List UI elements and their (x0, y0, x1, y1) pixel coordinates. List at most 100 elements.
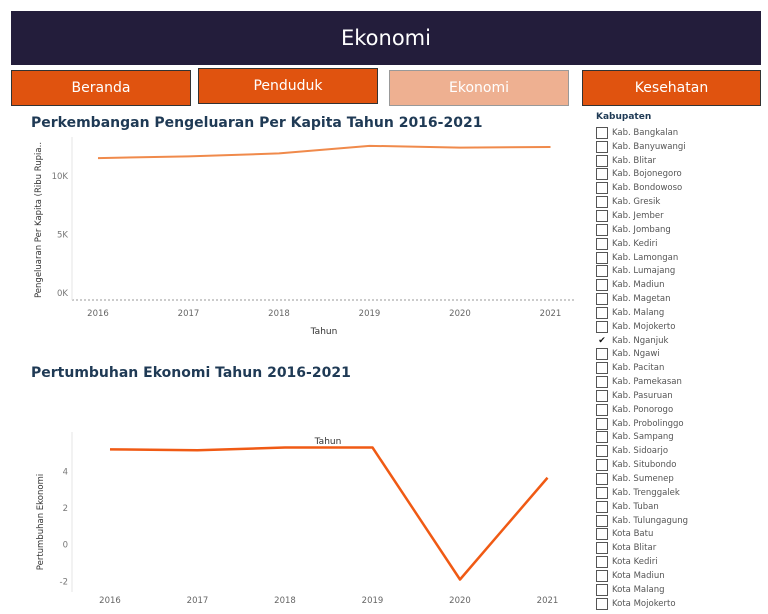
filter-item-label: Kab. Mojokerto (612, 321, 676, 332)
y-tick-label: 2 (63, 504, 68, 514)
filter-item-label: Kab. Ngawi (612, 349, 660, 360)
filter-item[interactable]: Kab. Kediri (596, 237, 766, 251)
filter-checkbox[interactable] (596, 445, 608, 458)
filter-checkbox[interactable] (596, 362, 608, 375)
dashboard-header: Ekonomi (11, 11, 761, 65)
filter-checkbox[interactable] (596, 196, 608, 209)
nav-ekonomi-button[interactable]: Ekonomi (389, 70, 569, 106)
filter-item[interactable]: Kab. Situbondo (596, 458, 766, 472)
filter-checkbox[interactable] (596, 168, 608, 181)
filter-checkbox[interactable] (596, 473, 608, 486)
filter-item[interactable]: Kab. Blitar (596, 154, 766, 168)
filter-checkbox[interactable] (596, 403, 608, 416)
filter-checkbox[interactable] (596, 389, 608, 402)
filter-item[interactable]: Kab. Trenggalek (596, 486, 766, 500)
filter-item[interactable]: Kab. Tuban (596, 500, 766, 514)
filter-item[interactable]: Kab. Banyuwangi (596, 140, 766, 154)
filter-title: Kabupaten (596, 112, 652, 122)
filter-item[interactable]: Kab. Gresik (596, 195, 766, 209)
nav-beranda-button[interactable]: Beranda (11, 70, 191, 106)
filter-item-label: Kab. Lumajang (612, 266, 676, 277)
filter-checkbox[interactable] (596, 583, 608, 596)
filter-checkbox[interactable] (596, 417, 608, 430)
filter-item[interactable]: Kab. Ponorogo (596, 403, 766, 417)
filter-item-label: Kab. Sidoarjo (612, 446, 669, 457)
filter-checkbox[interactable] (596, 486, 608, 499)
filter-checkbox[interactable] (596, 126, 608, 139)
filter-item[interactable]: Kab. Probolinggo (596, 417, 766, 431)
y-tick-label: -2 (60, 577, 68, 587)
filter-item[interactable]: Kab. Jember (596, 209, 766, 223)
filter-checkbox[interactable] (596, 556, 608, 569)
x-axis-title: Tahun (314, 437, 342, 447)
filter-item[interactable]: Kab. Malang (596, 306, 766, 320)
filter-item-label: Kab. Malang (612, 307, 665, 318)
filter-checkbox[interactable] (596, 597, 608, 610)
x-tick-label: 2017 (178, 309, 200, 319)
filter-item[interactable]: Kota Mojokerto (596, 597, 766, 611)
filter-item[interactable]: Kab. Ngawi (596, 348, 766, 362)
filter-item[interactable]: Kab. Sampang (596, 431, 766, 445)
filter-item[interactable]: Kab. Bangkalan (596, 126, 766, 140)
filter-checkbox[interactable] (596, 279, 608, 292)
filter-item[interactable]: Kota Madiun (596, 569, 766, 583)
filter-item[interactable]: Kab. Mojokerto (596, 320, 766, 334)
x-tick-label: 2016 (87, 309, 109, 319)
filter-checkbox[interactable]: ✔ (596, 334, 608, 347)
nav-kesehatan-button[interactable]: Kesehatan (582, 70, 761, 106)
filter-checkbox[interactable] (596, 140, 608, 153)
filter-checkbox[interactable] (596, 500, 608, 513)
filter-item-label: Kab. Jember (612, 210, 664, 221)
filter-item[interactable]: Kab. Pacitan (596, 361, 766, 375)
filter-checkbox[interactable] (596, 251, 608, 264)
filter-item[interactable]: Kota Malang (596, 583, 766, 597)
filter-checkbox[interactable] (596, 542, 608, 555)
filter-item[interactable]: Kab. Lumajang (596, 264, 766, 278)
pengeluaran-chart: 0K 5K 10K 2016 2017 2018 2019 2020 2021 Tahun Peng… (34, 137, 575, 337)
chart2-title: Pertumbuhan Ekonomi Tahun 2016-2021 (31, 365, 351, 381)
filter-item-label: Kab. Pasuruan (612, 390, 673, 401)
filter-checkbox[interactable] (596, 306, 608, 319)
filter-checkbox[interactable] (596, 569, 608, 582)
filter-item[interactable]: ✔ Kab. Nganjuk (596, 334, 766, 348)
filter-item[interactable]: Kota Blitar (596, 541, 766, 555)
filter-item-label: Kab. Tuban (612, 501, 659, 512)
filter-item[interactable]: Kab. Jombang (596, 223, 766, 237)
filter-checkbox[interactable] (596, 431, 608, 444)
y-axis-title: Pengeluaran Per Kapita (Ribu Rupia.. (34, 142, 44, 298)
filter-item[interactable]: Kab. Lamongan (596, 251, 766, 265)
series-line (97, 144, 551, 160)
filter-item[interactable]: Kab. Pasuruan (596, 389, 766, 403)
filter-checkbox[interactable] (596, 514, 608, 527)
filter-checkbox[interactable] (596, 528, 608, 541)
filter-checkbox[interactable] (596, 293, 608, 306)
filter-item[interactable]: Kab. Tulungagung (596, 514, 766, 528)
filter-item[interactable]: Kab. Bojonegoro (596, 168, 766, 182)
filter-checkbox[interactable] (596, 237, 608, 250)
filter-checkbox[interactable] (596, 209, 608, 222)
filter-item[interactable]: Kab. Pamekasan (596, 375, 766, 389)
filter-item[interactable]: Kab. Sidoarjo (596, 444, 766, 458)
filter-item[interactable]: Kab. Madiun (596, 278, 766, 292)
filter-checkbox[interactable] (596, 376, 608, 389)
filter-checkbox[interactable] (596, 182, 608, 195)
filter-item-label: Kab. Sumenep (612, 474, 674, 485)
filter-checkbox[interactable] (596, 223, 608, 236)
x-tick-label: 2021 (537, 596, 559, 606)
filter-item[interactable]: Kab. Sumenep (596, 472, 766, 486)
filter-checkbox[interactable] (596, 459, 608, 472)
nav-penduduk-button[interactable]: Penduduk (198, 68, 378, 104)
filter-item[interactable]: Kota Kediri (596, 555, 766, 569)
x-axis-title: Tahun (310, 327, 338, 337)
x-tick-label: 2018 (268, 309, 290, 319)
filter-checkbox[interactable] (596, 154, 608, 167)
filter-item[interactable]: Kab. Bondowoso (596, 181, 766, 195)
filter-checkbox[interactable] (596, 265, 608, 278)
filter-item-label: Kab. Jombang (612, 224, 671, 235)
filter-item[interactable]: Kota Batu (596, 527, 766, 541)
filter-checkbox[interactable] (596, 348, 608, 361)
filter-item[interactable]: Kab. Magetan (596, 292, 766, 306)
filter-checkbox[interactable] (596, 320, 608, 333)
y-tick-label: 10K (52, 172, 69, 182)
chart1-title: Perkembangan Pengeluaran Per Kapita Tahu… (31, 115, 483, 131)
